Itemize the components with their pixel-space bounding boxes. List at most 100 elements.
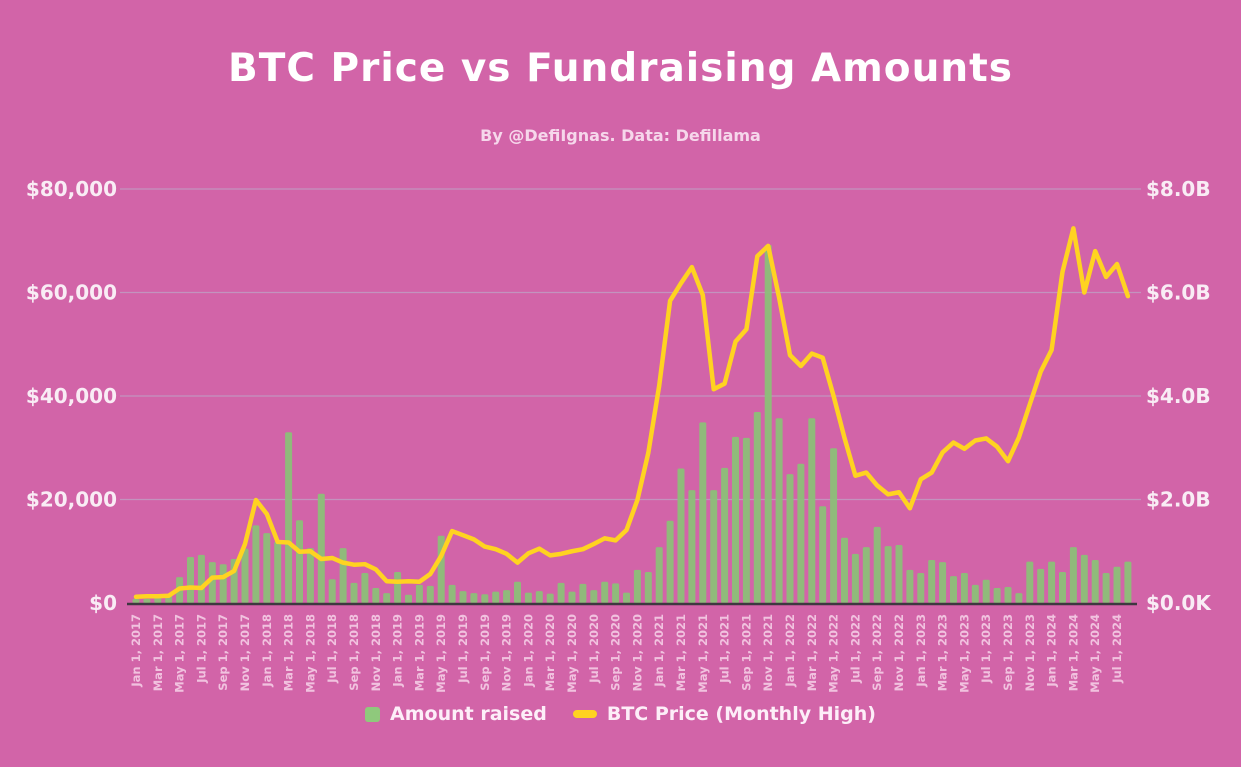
amount-raised-bar (415, 584, 423, 603)
amount-raised-bar (993, 587, 1001, 603)
amount-raised-bar (830, 448, 838, 603)
x-tick-label: Jul 1, 2022 (848, 614, 862, 684)
x-tick-label: Mar 1, 2020 (543, 614, 557, 691)
left-axis-tick-labels: $0 $20,000 $40,000 $60,000 $80,000 (26, 177, 117, 615)
x-tick-label: Jan 1, 2022 (783, 614, 797, 688)
amount-raised-bar (950, 576, 957, 603)
amount-raised-bars (132, 244, 1132, 603)
amount-raised-bar (219, 564, 227, 603)
amount-raised-bar (699, 422, 707, 603)
x-tick-label: Sep 1, 2018 (347, 614, 361, 691)
x-tick-label: Jan 1, 2020 (521, 614, 535, 688)
amount-raised-bar (459, 591, 467, 603)
legend: Amount raised BTC Price (Monthly High) (0, 703, 1241, 725)
x-tick-label: Mar 1, 2019 (412, 614, 426, 691)
x-tick-label: Sep 1, 2022 (870, 614, 884, 691)
amount-raised-bar (568, 591, 576, 603)
x-tick-label: Jul 1, 2020 (587, 614, 601, 684)
x-tick-label: Jan 1, 2018 (260, 614, 274, 688)
x-tick-label: May 1, 2020 (565, 614, 579, 693)
amount-raised-swatch-icon (365, 706, 381, 722)
svg-text:$6.0B: $6.0B (1146, 281, 1211, 305)
amount-raised-bar (448, 584, 456, 603)
amount-raised-bar (655, 547, 663, 603)
x-tick-label: Jul 1, 2019 (456, 614, 470, 684)
svg-text:$4.0B: $4.0B (1146, 384, 1211, 408)
amount-raised-bar (895, 545, 903, 603)
amount-raised-bar (786, 474, 794, 603)
amount-raised-bar (623, 592, 630, 603)
amount-raised-bar (350, 582, 358, 603)
amount-raised-bar (753, 412, 761, 603)
legend-item-amount-raised: Amount raised (365, 703, 547, 725)
amount-raised-bar (405, 594, 412, 603)
x-tick-label: Nov 1, 2019 (500, 614, 514, 691)
x-tick-label: Jan 1, 2024 (1045, 614, 1059, 688)
amount-raised-bar (285, 432, 293, 603)
amount-raised-bar (514, 581, 521, 603)
amount-raised-bar (1069, 547, 1077, 603)
amount-raised-bar (546, 593, 554, 603)
amount-raised-bar (197, 554, 205, 603)
amount-raised-bar (492, 591, 500, 603)
legend-label-amount-raised: Amount raised (390, 703, 547, 725)
amount-raised-bar (633, 569, 641, 603)
amount-raised-bar (208, 562, 216, 603)
amount-raised-bar (426, 585, 434, 603)
x-tick-label: May 1, 2018 (303, 614, 317, 693)
amount-raised-bar (612, 583, 620, 603)
svg-text:$0.0K: $0.0K (1146, 591, 1212, 615)
x-tick-label: May 1, 2022 (827, 614, 841, 693)
amount-raised-bar (1059, 571, 1066, 603)
amount-raised-bar (306, 548, 314, 603)
x-tick-label: Jul 1, 2023 (979, 614, 993, 684)
x-tick-label: Nov 1, 2022 (892, 614, 906, 691)
x-tick-label: Jan 1, 2017 (129, 614, 143, 688)
x-axis-tick-labels: Jan 1, 2017 Mar 1, 2017 May 1, 2017 Jul 1, … (129, 614, 1124, 693)
btc-price-line (133, 226, 1131, 600)
x-tick-label: May 1, 2023 (957, 614, 971, 693)
amount-raised-bar (884, 546, 892, 603)
amount-raised-bar (873, 526, 881, 603)
x-tick-label: May 1, 2024 (1088, 614, 1102, 693)
amount-raised-bar (1004, 586, 1012, 603)
amount-raised-bar (317, 493, 325, 603)
amount-raised-bar (372, 587, 380, 603)
amount-raised-bar (775, 418, 783, 603)
x-tick-label: Jan 1, 2021 (652, 614, 666, 688)
amount-raised-bar (721, 467, 729, 603)
x-tick-label: Nov 1, 2023 (1023, 614, 1037, 691)
amount-raised-bar (1026, 561, 1034, 603)
x-tick-label: Nov 1, 2020 (630, 614, 644, 691)
amount-raised-bar (808, 418, 816, 603)
amount-raised-bar (361, 572, 369, 603)
amount-raised-bar (274, 541, 282, 603)
amount-raised-bar (732, 436, 739, 603)
amount-raised-bar (862, 547, 870, 603)
amount-raised-bar (917, 572, 925, 603)
x-tick-label: Mar 1, 2024 (1066, 614, 1080, 691)
x-tick-label: Sep 1, 2017 (216, 614, 230, 691)
x-tick-label: May 1, 2019 (434, 614, 448, 693)
amount-raised-bar (982, 579, 990, 603)
svg-text:$20,000: $20,000 (26, 488, 117, 512)
amount-raised-bar (394, 571, 402, 603)
amount-raised-bar (481, 594, 489, 603)
x-tick-label: Nov 1, 2017 (238, 614, 252, 691)
svg-text:$2.0B: $2.0B (1146, 488, 1211, 512)
amount-raised-bar (187, 556, 194, 603)
x-tick-label: Jul 1, 2018 (325, 614, 339, 684)
legend-item-btc-price: BTC Price (Monthly High) (572, 703, 876, 725)
amount-raised-bar (601, 581, 609, 603)
chart-title: BTC Price vs Fundraising Amounts (228, 46, 1013, 91)
x-tick-label: Jul 1, 2021 (718, 614, 732, 684)
amount-raised-bar (644, 571, 652, 603)
amount-raised-bar (339, 548, 347, 603)
amount-raised-bar (1124, 561, 1132, 603)
amount-raised-bar (241, 548, 249, 603)
x-tick-label: Mar 1, 2023 (936, 614, 950, 691)
amount-raised-bar (1080, 554, 1088, 603)
svg-text:$80,000: $80,000 (26, 177, 117, 201)
